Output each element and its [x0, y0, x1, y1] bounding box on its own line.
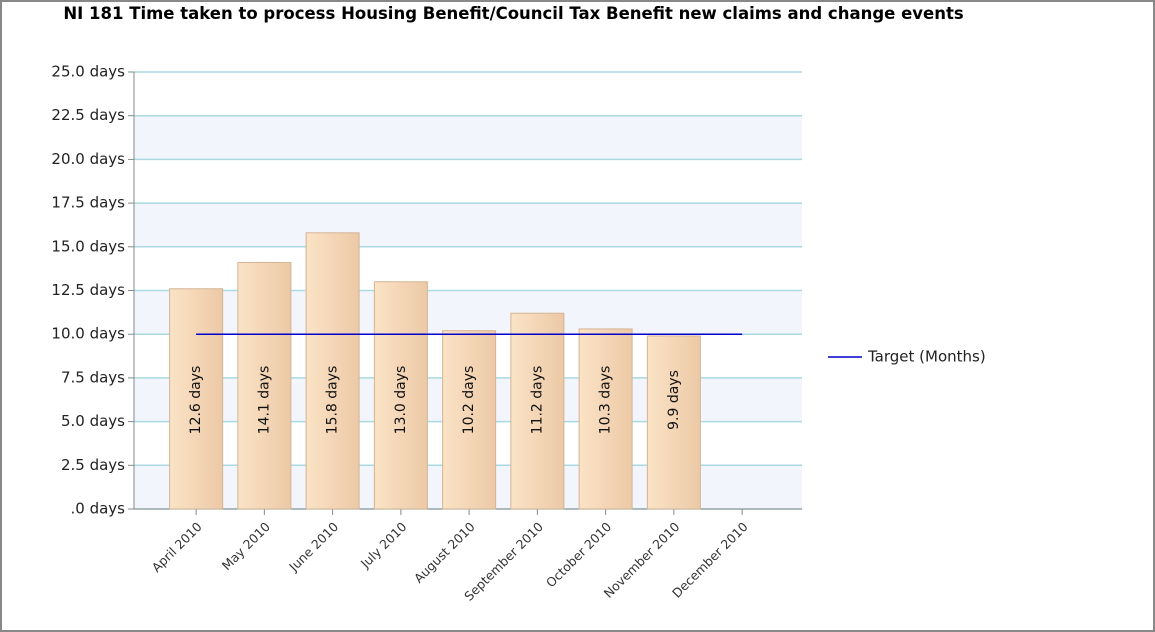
bar — [510, 312, 565, 510]
y-tick-label: 10.0 days — [51, 325, 125, 343]
plot-band — [134, 203, 802, 247]
value-label: 12.6 days — [188, 366, 204, 435]
bar — [169, 288, 224, 510]
bar — [237, 262, 292, 510]
y-tick-label: 17.5 days — [51, 194, 125, 212]
x-tick-label: May 2010 — [219, 519, 273, 573]
plot-band — [134, 290, 802, 335]
value-label: 10.2 days — [461, 366, 477, 435]
value-label: 13.0 days — [393, 366, 409, 435]
x-tick-label: October 2010 — [543, 519, 614, 590]
value-label: 11.2 days — [529, 366, 545, 435]
legend-label: Target (Months) — [867, 348, 986, 366]
y-tick-label: 22.5 days — [51, 106, 125, 124]
y-tick-label: 15.0 days — [51, 237, 125, 255]
plot-band — [134, 115, 802, 160]
bar — [442, 330, 497, 510]
y-tick-label: .0 days — [71, 500, 126, 518]
y-tick-label: 12.5 days — [51, 281, 125, 299]
x-tick-label: July 2010 — [357, 519, 410, 572]
x-tick-label: June 2010 — [285, 519, 341, 575]
value-label: 15.8 days — [325, 366, 341, 435]
x-tick-label: April 2010 — [149, 519, 205, 575]
value-label: 9.9 days — [666, 370, 682, 430]
y-tick-label: 7.5 days — [61, 368, 125, 386]
bar — [578, 328, 633, 510]
bar — [305, 232, 360, 510]
bar — [646, 335, 701, 510]
y-tick-label: 20.0 days — [51, 150, 125, 168]
bar — [373, 281, 428, 510]
x-tick-label: December 2010 — [669, 519, 751, 601]
chart-title: NI 181 Time taken to process Housing Ben… — [63, 4, 964, 23]
y-tick-label: 2.5 days — [61, 456, 125, 474]
value-label: 14.1 days — [256, 366, 272, 435]
y-tick-label: 25.0 days — [51, 63, 125, 81]
x-tick-label: August 2010 — [411, 519, 478, 586]
value-label: 10.3 days — [598, 366, 614, 435]
y-tick-label: 5.0 days — [61, 412, 125, 430]
